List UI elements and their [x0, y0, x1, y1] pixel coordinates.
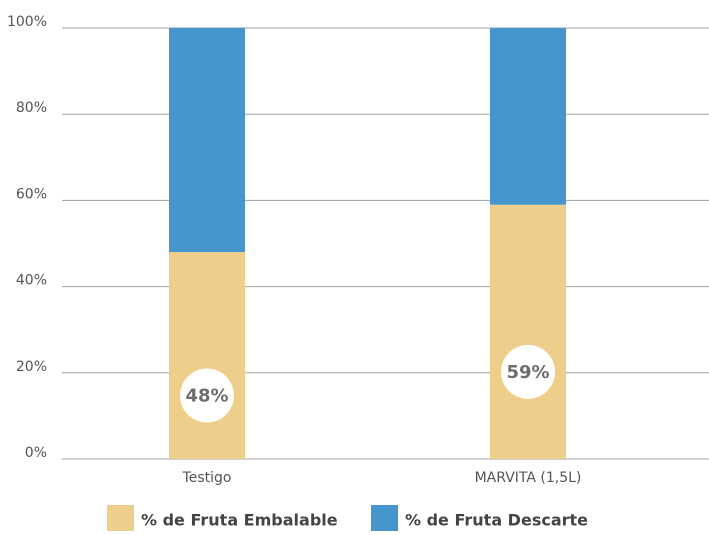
bar-segment [169, 28, 245, 253]
y-tick-label: 20% [16, 359, 47, 375]
data-label: 48% [185, 386, 228, 407]
y-tick-label: 40% [16, 273, 47, 289]
x-tick-label: Testigo [182, 470, 232, 486]
bar-segment [490, 204, 566, 459]
legend-label: % de Fruta Embalable [141, 511, 338, 530]
legend-label: % de Fruta Descarte [405, 511, 588, 530]
legend-swatch [107, 505, 134, 531]
y-tick-label: 80% [16, 100, 47, 116]
bar-segment [169, 252, 245, 459]
x-tick-label: MARVITA (1,5L) [475, 470, 582, 486]
y-tick-label: 0% [25, 445, 47, 461]
data-label: 59% [506, 362, 549, 383]
bar-segment [490, 28, 566, 205]
y-tick-label: 100% [7, 14, 47, 30]
legend-swatch [371, 505, 398, 531]
label-bubble [501, 344, 555, 399]
label-bubble [180, 368, 234, 423]
y-tick-label: 60% [16, 186, 47, 202]
